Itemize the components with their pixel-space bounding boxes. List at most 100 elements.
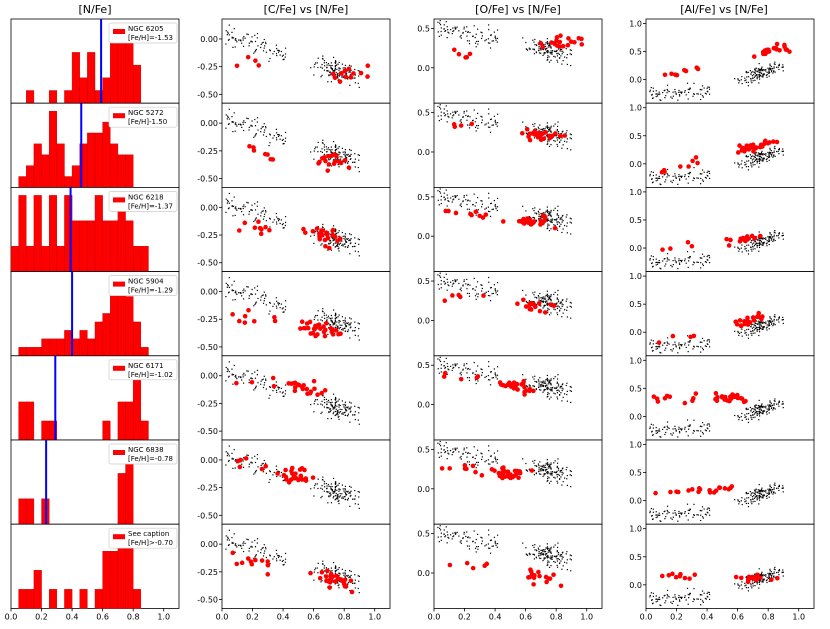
- sample-point: [231, 36, 233, 38]
- sample-point: [773, 154, 775, 156]
- sample-point: [466, 35, 468, 37]
- cluster-point: [693, 391, 699, 396]
- sample-point: [495, 37, 497, 40]
- sample-point: [546, 209, 549, 211]
- sample-point: [493, 31, 495, 33]
- sample-point: [769, 485, 771, 488]
- sample-point: [652, 427, 654, 429]
- sample-point: [538, 128, 540, 130]
- sample-point: [326, 319, 328, 321]
- sample-point: [354, 414, 356, 416]
- sample-point: [543, 390, 545, 392]
- sample-point: [563, 393, 566, 395]
- sample-point: [759, 321, 761, 323]
- sample-point: [544, 466, 547, 469]
- sample-point: [468, 43, 471, 45]
- sample-point: [755, 74, 758, 76]
- sample-point: [487, 374, 489, 377]
- sample-point: [546, 141, 549, 143]
- scatter-panel-o-2: 0.50.0: [417, 102, 603, 188]
- sample-point: [538, 298, 540, 300]
- sample-point: [546, 473, 548, 475]
- sample-point: [341, 76, 343, 78]
- sample-point: [437, 358, 439, 360]
- sample-point: [737, 330, 739, 333]
- sample-point: [235, 37, 237, 40]
- sample-point: [339, 495, 342, 497]
- sample-point: [534, 380, 536, 383]
- sample-point: [563, 140, 566, 142]
- sample-point: [458, 114, 460, 116]
- sample-point: [782, 66, 785, 68]
- sample-point: [702, 433, 705, 435]
- sample-point: [348, 324, 350, 326]
- sample-point: [460, 203, 462, 205]
- histogram-bar: [64, 176, 73, 188]
- sample-point: [440, 195, 442, 197]
- sample-point: [240, 377, 242, 379]
- sample-point: [269, 218, 271, 220]
- sample-point: [440, 364, 442, 366]
- sample-point: [541, 383, 543, 385]
- sample-point: [354, 405, 356, 407]
- histogram-bar: [26, 401, 35, 441]
- sample-point: [354, 503, 356, 505]
- sample-point: [775, 150, 778, 153]
- sample-point: [496, 122, 499, 124]
- sample-point: [325, 482, 327, 485]
- sample-point: [330, 402, 332, 404]
- sample-point: [759, 405, 761, 407]
- sample-point: [738, 334, 740, 337]
- sample-point: [773, 407, 775, 410]
- sample-point: [225, 548, 227, 550]
- cluster-point: [724, 236, 729, 242]
- sample-point: [332, 562, 335, 564]
- sample-point: [462, 116, 464, 119]
- y-tick-label: 0.0: [417, 148, 430, 157]
- sample-point: [753, 158, 755, 160]
- sample-point: [282, 311, 284, 313]
- sample-point: [762, 237, 764, 239]
- sample-point: [550, 143, 552, 146]
- sample-point: [440, 27, 442, 29]
- sample-point: [466, 124, 469, 126]
- sample-point: [693, 251, 695, 253]
- sample-point: [655, 174, 657, 176]
- y-tick-label: -0.25: [197, 231, 218, 240]
- sample-point: [317, 562, 319, 564]
- cluster-point: [443, 208, 449, 214]
- sample-point: [331, 570, 333, 572]
- sample-point: [332, 56, 335, 59]
- sample-point: [769, 231, 771, 234]
- sample-point: [474, 289, 476, 291]
- sample-point: [458, 30, 460, 32]
- sample-point: [447, 31, 449, 33]
- sample-point: [334, 321, 336, 323]
- sample-point: [277, 133, 280, 136]
- sample-point: [344, 414, 346, 416]
- sample-point: [446, 26, 448, 28]
- sample-point: [677, 520, 679, 522]
- sample-point: [329, 408, 331, 410]
- sample-point: [684, 511, 686, 513]
- sample-point: [455, 448, 457, 450]
- sample-point: [343, 237, 345, 240]
- sample-point: [655, 430, 657, 432]
- sample-point: [251, 378, 253, 380]
- sample-point: [462, 116, 464, 118]
- histogram-bar: [102, 77, 111, 104]
- sample-point: [344, 330, 346, 332]
- sample-point: [769, 321, 772, 323]
- sample-point: [562, 130, 564, 132]
- sample-point: [560, 55, 562, 57]
- sample-point: [549, 46, 551, 48]
- sample-point: [753, 410, 755, 413]
- sample-point: [248, 126, 250, 128]
- sample-point: [475, 370, 477, 372]
- sample-point: [762, 154, 764, 156]
- y-tick-label: 0.5: [417, 361, 430, 370]
- sample-point: [335, 398, 337, 400]
- sample-point: [349, 495, 351, 497]
- sample-point: [341, 63, 344, 65]
- cluster-point: [751, 317, 757, 323]
